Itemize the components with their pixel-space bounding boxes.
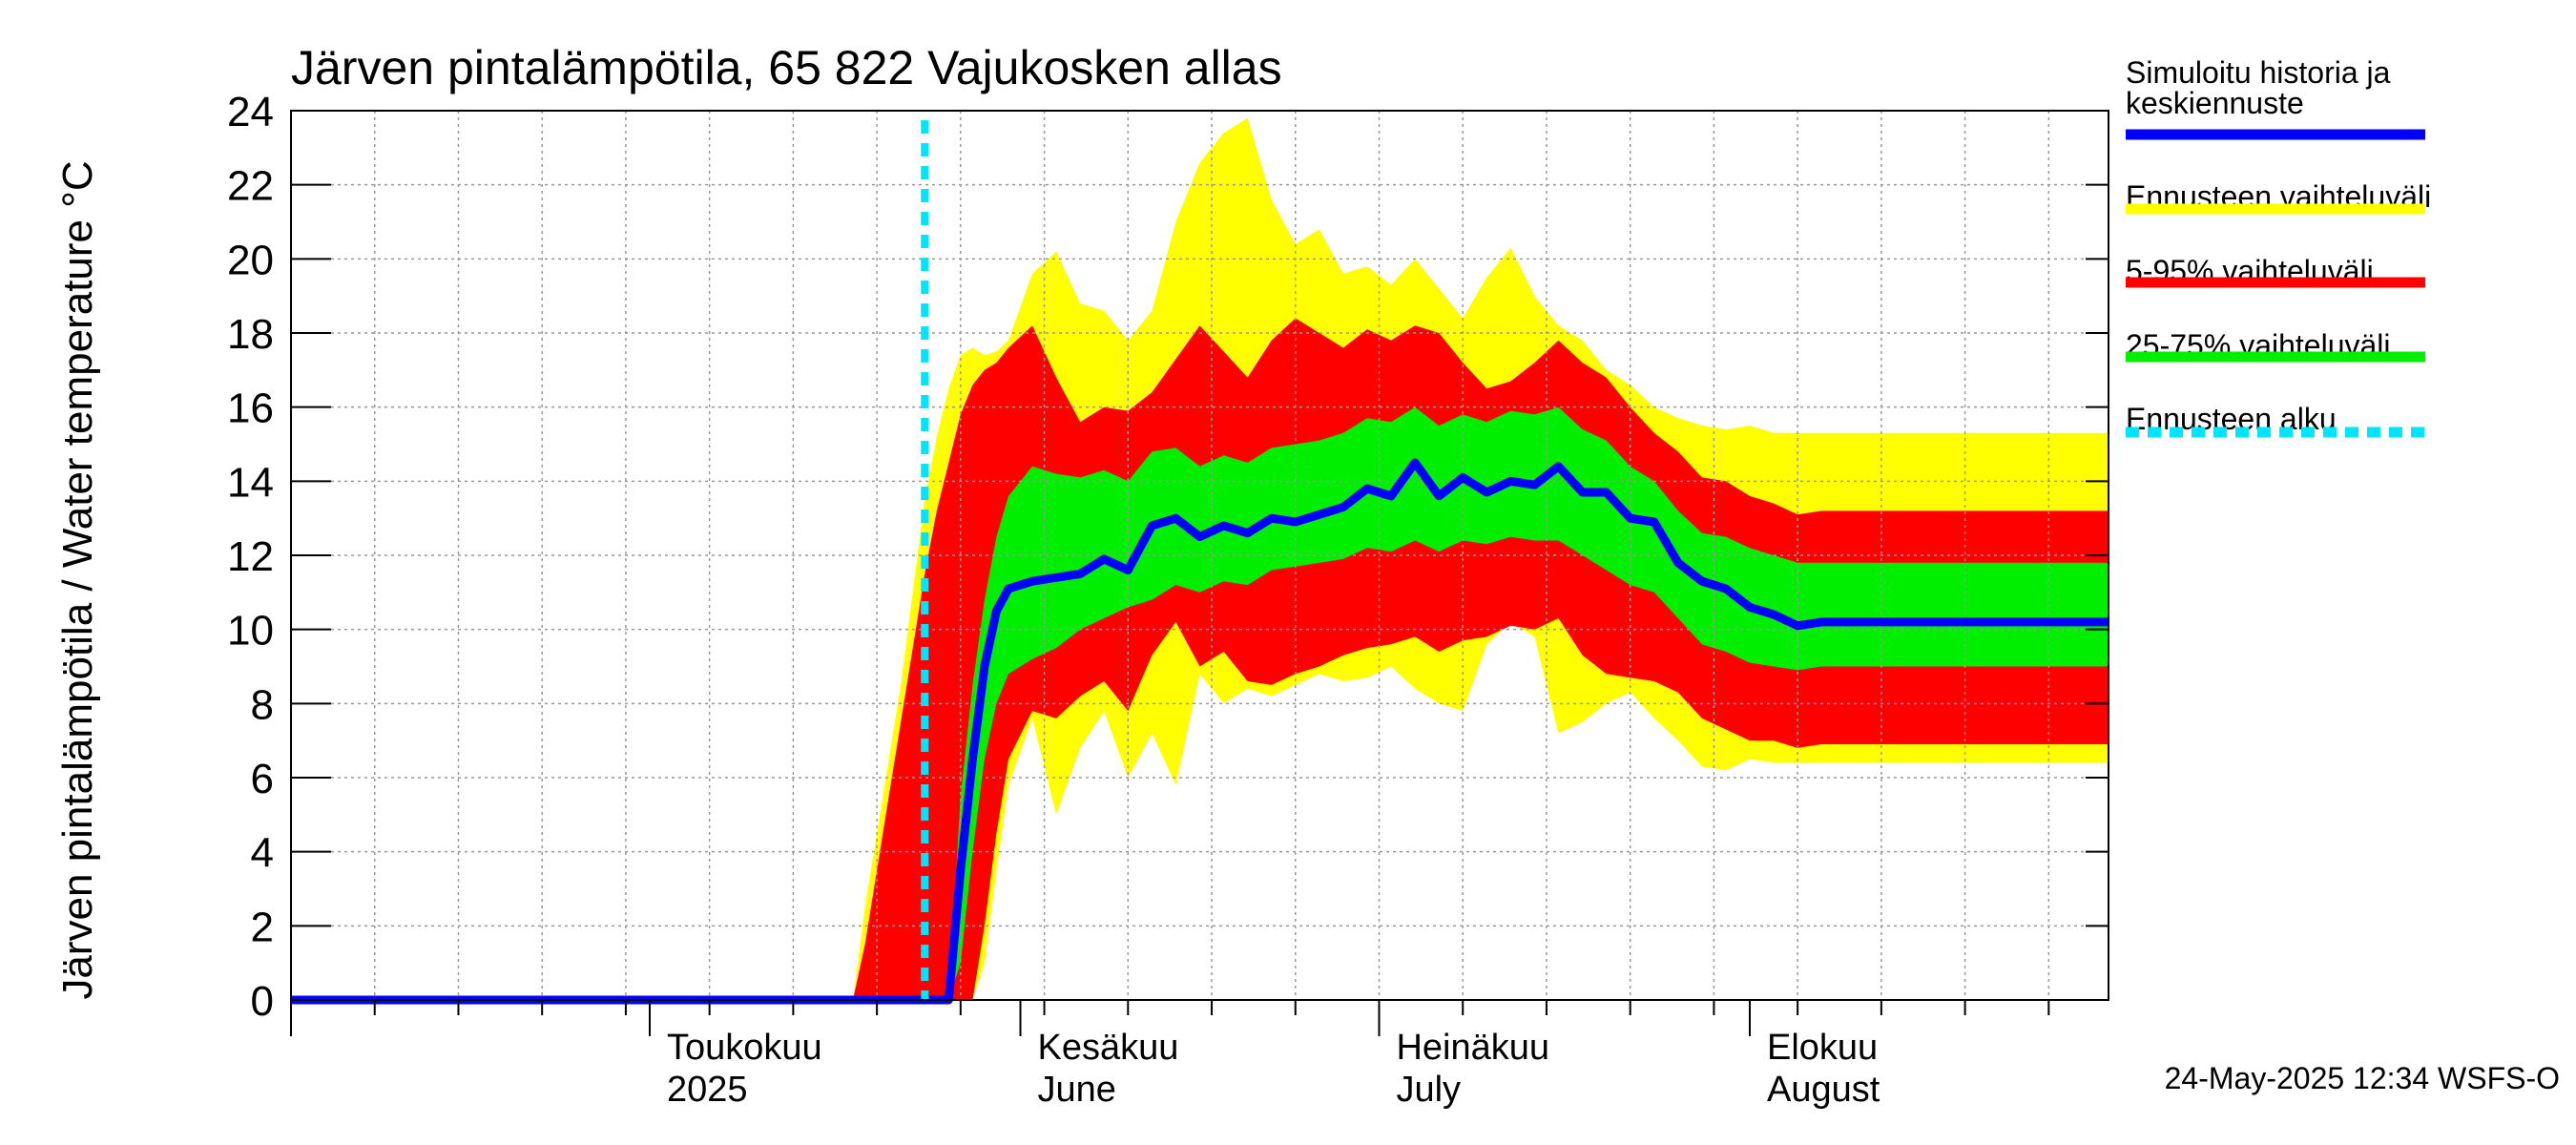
y-tick-label: 4 <box>251 830 274 877</box>
y-tick-label: 0 <box>251 978 274 1025</box>
timestamp-footer: 24-May-2025 12:34 WSFS-O <box>2165 1061 2560 1095</box>
y-tick-label: 24 <box>227 89 274 135</box>
x-month-label: Elokuu <box>1767 1028 1878 1068</box>
grid-group <box>291 111 2109 1000</box>
x-month-label: Toukokuu <box>667 1028 822 1068</box>
y-axis-label: Järven pintalämpötila / Water temperatur… <box>54 160 101 999</box>
legend-item: 25-75% vaihteluväli <box>2126 328 2425 363</box>
x-month-sublabel: August <box>1767 1070 1880 1110</box>
median-line <box>291 458 2109 1005</box>
y-tick-label: 20 <box>227 237 274 283</box>
chart-title: Järven pintalämpötila, 65 822 Vajukosken… <box>291 41 1282 94</box>
x-month-sublabel: 2025 <box>667 1070 748 1110</box>
x-month-label: Kesäkuu <box>1038 1028 1179 1068</box>
y-tick-label: 22 <box>227 163 274 210</box>
y-tick-label: 18 <box>227 311 274 358</box>
legend-item: 5-95% vaihteluväli <box>2126 254 2425 288</box>
y-tick-label: 16 <box>227 385 274 432</box>
y-tick-label: 14 <box>227 459 274 506</box>
x-month-label: Heinäkuu <box>1396 1028 1549 1068</box>
y-tick-label: 10 <box>227 608 274 655</box>
legend-item: Ennusteen vaihteluväli <box>2126 179 2431 215</box>
y-tick-label: 12 <box>227 533 274 580</box>
y-tick-label: 8 <box>251 681 274 728</box>
legend-label: Simuloitu historia ja <box>2126 55 2391 90</box>
x-month-sublabel: June <box>1038 1070 1116 1110</box>
y-tick-label: 6 <box>251 756 274 802</box>
x-month-sublabel: July <box>1396 1070 1461 1110</box>
y-tick-label: 2 <box>251 904 274 950</box>
median-group <box>291 458 2109 1005</box>
legend-item: Ennusteen alku <box>2126 402 2425 438</box>
legend-label-cont: keskiennuste <box>2126 86 2304 120</box>
